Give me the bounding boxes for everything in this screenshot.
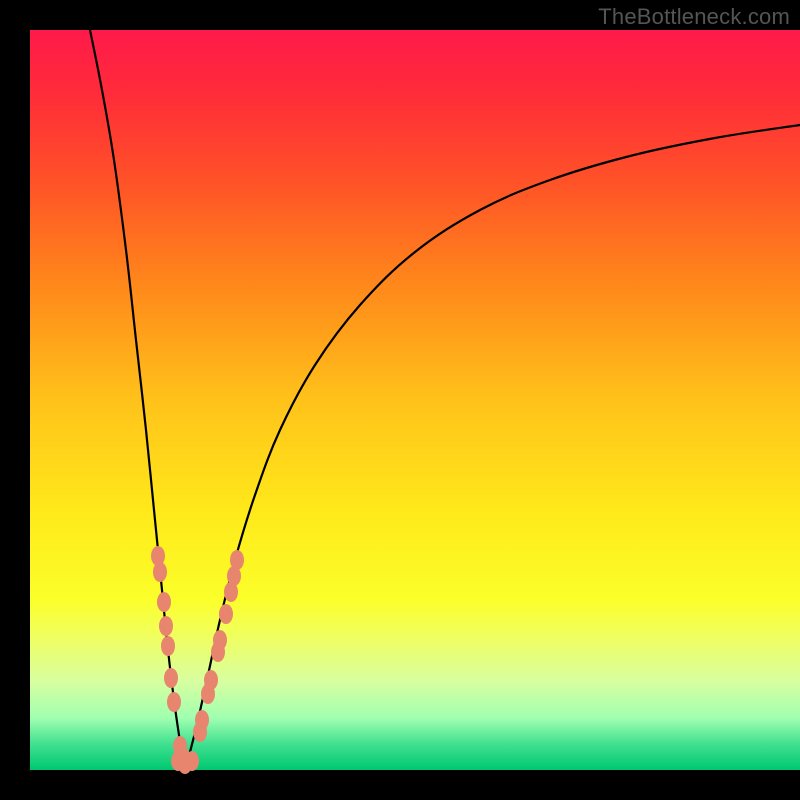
marker-group [151, 546, 244, 774]
data-marker [161, 636, 175, 656]
data-marker [230, 550, 244, 570]
curve-layer [30, 30, 800, 770]
data-marker [204, 670, 218, 690]
plot-area [30, 30, 800, 770]
chart-outer-frame: TheBottleneck.com [0, 0, 800, 800]
data-marker [164, 668, 178, 688]
data-marker [153, 562, 167, 582]
bottleneck-curve [90, 30, 800, 770]
data-marker [213, 630, 227, 650]
watermark-text: TheBottleneck.com [598, 4, 790, 30]
data-marker [167, 692, 181, 712]
data-marker [219, 604, 233, 624]
data-marker [157, 592, 171, 612]
data-marker [195, 710, 209, 730]
data-marker [159, 616, 173, 636]
data-marker [185, 751, 199, 771]
